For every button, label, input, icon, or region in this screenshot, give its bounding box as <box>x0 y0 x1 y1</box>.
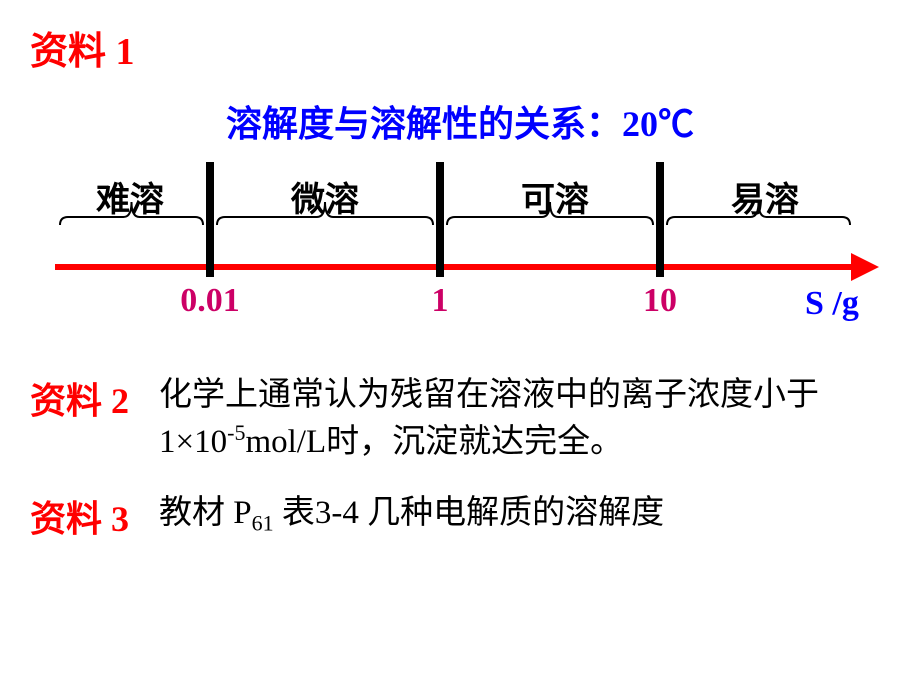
section-3-text-pre: 教材 P <box>159 495 252 531</box>
section-2-exponent: -5 <box>227 420 245 445</box>
section-1-title: 资料 1 <box>30 20 890 75</box>
region-label: 可溶 <box>521 172 589 221</box>
section-2-text-mid: mol/L时，沉淀就达完全。 <box>245 424 623 460</box>
section-3-label: 资料 3 <box>30 490 129 542</box>
tick-label: 0.01 <box>180 282 240 320</box>
solubility-diagram: 难溶 微溶 可溶 易溶 0.01 1 10 S /g <box>35 162 885 342</box>
tick-label: 10 <box>643 282 677 320</box>
section-3-text: 教材 P61 表3-4 几种电解质的溶解度 <box>159 490 664 539</box>
tick-label: 1 <box>432 282 449 320</box>
section-2-label: 资料 2 <box>30 372 129 424</box>
section-2: 资料 2 化学上通常认为残留在溶液中的离子浓度小于1×10-5mol/L时，沉淀… <box>30 372 890 465</box>
region-label: 易溶 <box>731 172 799 221</box>
section-2-text: 化学上通常认为残留在溶液中的离子浓度小于1×10-5mol/L时，沉淀就达完全。 <box>159 372 890 465</box>
region-label: 难溶 <box>96 172 164 221</box>
section-3-text-mid: 表3-4 几种电解质的溶解度 <box>274 495 665 531</box>
section-3-subscript: 61 <box>252 511 274 536</box>
section-3: 资料 3 教材 P61 表3-4 几种电解质的溶解度 <box>30 490 890 542</box>
axis-unit-label: S /g <box>805 285 859 323</box>
diagram-title: 溶解度与溶解性的关系：20℃ <box>30 95 890 147</box>
region-label: 微溶 <box>291 172 359 221</box>
